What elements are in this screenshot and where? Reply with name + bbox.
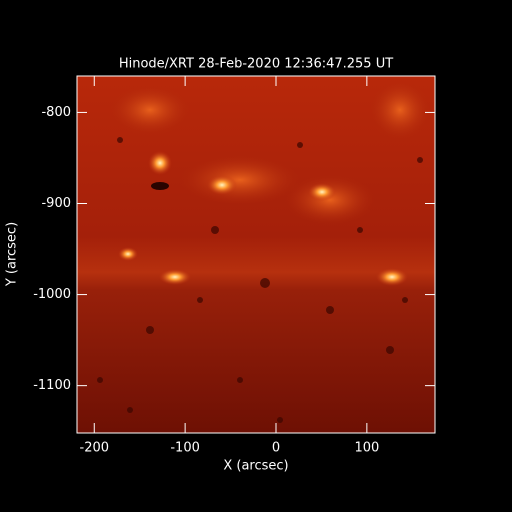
plot-frame: [76, 75, 436, 434]
x-tick-label: -200: [80, 441, 110, 456]
y-axis-label: Y (arcsec): [5, 222, 20, 287]
solar-image: [77, 76, 435, 433]
x-tick-label: -100: [170, 441, 200, 456]
y-tick-label: -900: [41, 196, 71, 211]
x-tick-label: 100: [354, 441, 379, 456]
y-tick-label: -1000: [33, 287, 71, 302]
x-tick-label: 0: [272, 441, 280, 456]
y-tick-label: -800: [41, 105, 71, 120]
y-tick-label: -1100: [33, 378, 71, 393]
chart-title: Hinode/XRT 28-Feb-2020 12:36:47.255 UT: [119, 57, 393, 72]
x-axis-label: X (arcsec): [223, 459, 288, 474]
